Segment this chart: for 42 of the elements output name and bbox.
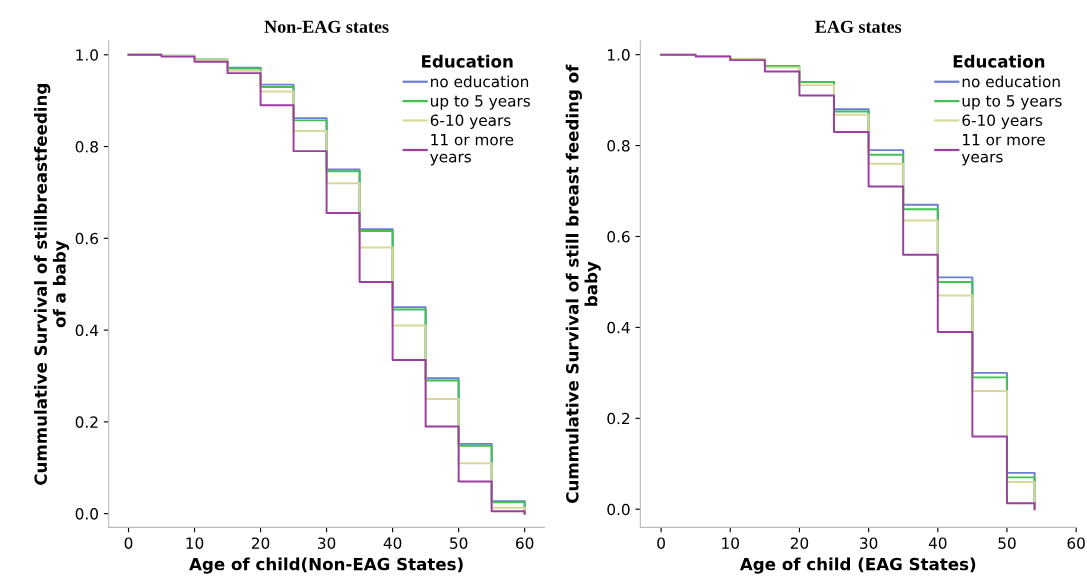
legend-label: 6-10 years (430, 114, 511, 130)
y-tick-label: 0.2 (607, 412, 630, 425)
x-tick-label: 40 (928, 537, 947, 549)
legend-label: 6-10 years (962, 114, 1043, 130)
legend-label: up to 5 years (962, 95, 1062, 110)
chart-title: Non-EAG states (264, 20, 389, 33)
y-tick-label: 0.4 (75, 324, 99, 337)
x-tick-label: 10 (722, 537, 739, 549)
y-axis-title: Cummulative Survival of stillbreastfeeding of a baby (34, 84, 70, 485)
x-tick-label: 0 (657, 537, 665, 549)
x-tick-label: 60 (516, 537, 534, 549)
legend-title: Education (953, 54, 1045, 68)
y-tick-label: 0.0 (607, 503, 630, 516)
x-tick-label: 60 (1067, 537, 1085, 549)
x-tick-label: 30 (318, 537, 336, 549)
y-tick-label: 0.8 (607, 140, 630, 152)
x-tick-label: 0 (124, 537, 133, 549)
y-tick-label: 0.6 (607, 230, 630, 243)
x-axis-title: Age of child (EAG States) (739, 557, 976, 574)
y-tick-label: 1.0 (608, 49, 630, 61)
x-tick-label: 10 (186, 537, 204, 549)
x-tick-label: 40 (383, 537, 402, 549)
y-tick-label: 0.4 (607, 321, 630, 334)
y-tick-label: 0.6 (75, 232, 99, 245)
y-tick-label: 0.2 (75, 416, 98, 428)
legend-label: 11 or more years (430, 134, 514, 166)
x-tick-label: 50 (998, 537, 1016, 549)
legend-label: up to 5 years (430, 95, 530, 110)
x-tick-label: 50 (450, 537, 468, 549)
y-tick-label: 1.0 (76, 49, 98, 61)
chart-title: EAG states (815, 20, 902, 33)
x-tick-label: 20 (251, 537, 270, 549)
y-tick-label: 0.8 (75, 141, 98, 153)
y-axis-title: Cummulative Survival of still breast feeding of baby (565, 64, 601, 503)
legend-title: Education (422, 54, 513, 68)
legend-label: no education (431, 75, 529, 88)
x-tick-label: 30 (860, 537, 878, 549)
x-axis-title: Age of child(Non-EAG States) (189, 557, 463, 574)
legend-label: 11 or more years (961, 134, 1045, 166)
x-tick-label: 20 (790, 537, 809, 549)
legend-label: no education (962, 75, 1060, 88)
y-tick-label: 0.0 (75, 508, 98, 520)
